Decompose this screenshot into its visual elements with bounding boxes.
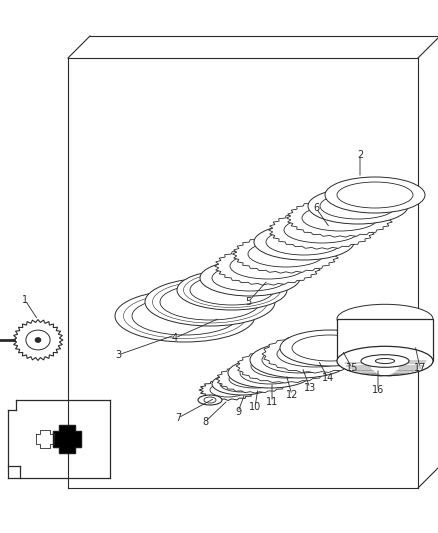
Ellipse shape [251, 354, 319, 378]
Ellipse shape [229, 370, 281, 388]
Ellipse shape [198, 395, 222, 405]
Polygon shape [199, 379, 257, 400]
Text: 1: 1 [22, 295, 28, 305]
Ellipse shape [115, 290, 255, 342]
Ellipse shape [308, 188, 408, 224]
Polygon shape [262, 335, 368, 373]
Ellipse shape [262, 347, 338, 373]
Ellipse shape [250, 342, 350, 378]
Ellipse shape [292, 335, 368, 361]
Ellipse shape [212, 373, 272, 395]
Polygon shape [233, 235, 339, 273]
Ellipse shape [190, 275, 274, 305]
Text: 15: 15 [346, 363, 358, 373]
Ellipse shape [254, 224, 354, 260]
Text: 4: 4 [172, 333, 178, 343]
Text: 8: 8 [202, 417, 208, 427]
Ellipse shape [320, 193, 396, 219]
Ellipse shape [145, 278, 275, 326]
Polygon shape [13, 320, 63, 360]
Ellipse shape [230, 253, 306, 279]
Ellipse shape [302, 205, 378, 231]
Text: 6: 6 [313, 203, 319, 213]
Text: 5: 5 [245, 297, 251, 307]
Polygon shape [215, 247, 321, 285]
Ellipse shape [277, 341, 353, 367]
Text: 12: 12 [286, 390, 298, 400]
Ellipse shape [177, 270, 287, 310]
Ellipse shape [200, 260, 300, 296]
Ellipse shape [361, 354, 409, 367]
Ellipse shape [337, 304, 433, 334]
Text: 2: 2 [357, 150, 363, 160]
Ellipse shape [337, 182, 413, 208]
Ellipse shape [204, 397, 216, 403]
Text: 3: 3 [115, 350, 121, 360]
Ellipse shape [325, 177, 425, 213]
Polygon shape [286, 199, 393, 237]
Text: 7: 7 [175, 413, 181, 423]
Text: 16: 16 [372, 385, 384, 395]
Ellipse shape [35, 337, 41, 343]
Ellipse shape [228, 358, 312, 388]
Polygon shape [268, 211, 375, 249]
Ellipse shape [337, 346, 433, 376]
Text: 14: 14 [322, 373, 334, 383]
Ellipse shape [26, 330, 50, 350]
Ellipse shape [210, 383, 246, 397]
Polygon shape [236, 349, 334, 383]
Ellipse shape [375, 359, 395, 364]
Text: 13: 13 [304, 383, 316, 393]
Text: 9: 9 [235, 407, 241, 417]
Polygon shape [53, 425, 81, 453]
Ellipse shape [248, 241, 324, 267]
Ellipse shape [266, 229, 342, 255]
Polygon shape [216, 365, 294, 393]
Text: 11: 11 [266, 397, 278, 407]
Bar [337, 319, 433, 361]
Ellipse shape [220, 376, 264, 392]
Ellipse shape [280, 330, 380, 366]
Text: 10: 10 [249, 402, 261, 412]
Ellipse shape [284, 217, 360, 243]
Ellipse shape [132, 297, 238, 335]
Text: 17: 17 [414, 363, 426, 373]
Ellipse shape [240, 362, 300, 384]
Ellipse shape [212, 265, 288, 291]
Ellipse shape [160, 284, 260, 320]
